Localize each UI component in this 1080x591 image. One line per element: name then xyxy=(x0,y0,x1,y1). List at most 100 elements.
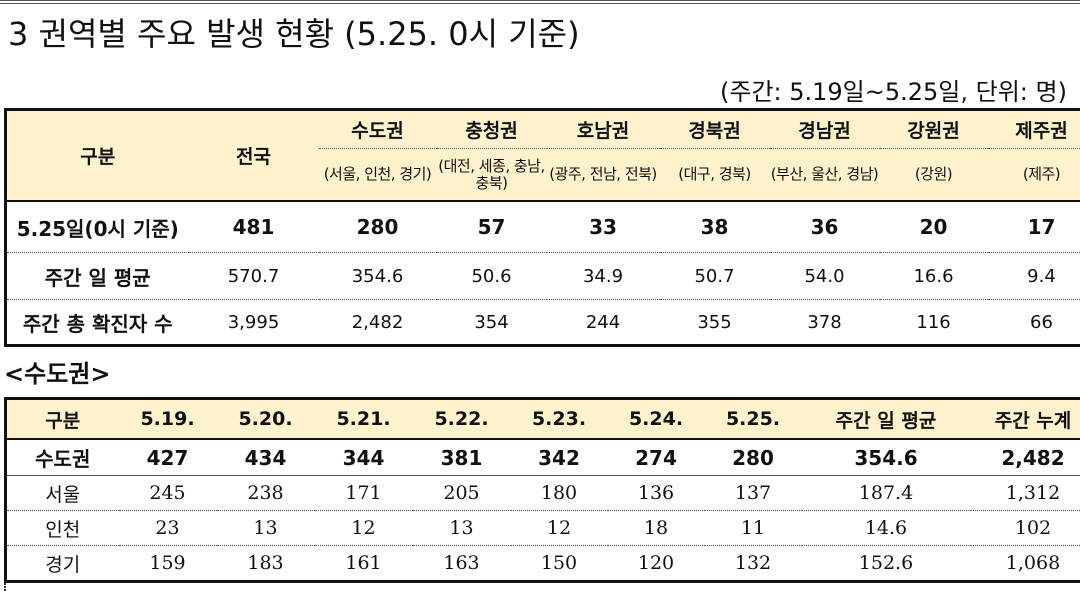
row-label: 서울 xyxy=(5,475,119,511)
top-border-line xyxy=(0,0,1080,4)
cell-value: 17 xyxy=(987,200,1080,253)
capital-section-title: <수도권> xyxy=(4,360,111,388)
row-label: 경기 xyxy=(45,553,81,576)
header-national: 전국 xyxy=(236,146,271,168)
header-region-sub: (부산, 울산, 경남) xyxy=(770,165,879,183)
unit-note: (주간: 5.19일~5.25일, 단위: 명) xyxy=(720,78,1067,106)
table-row-weekly-total: 주간 총 확진자 수 3,995 2,482 354 244 355 378 1… xyxy=(6,300,1080,346)
cell-value: 238 xyxy=(216,475,315,511)
column-header: 5.20. xyxy=(216,398,315,440)
cell-value: 434 xyxy=(216,439,315,476)
cell-value: 57 xyxy=(436,200,547,253)
capital-area-table: 구분 5.19. 5.20. 5.21. 5.22. 5.23. 5.24. 5… xyxy=(4,397,1080,583)
cell-value: 427 xyxy=(118,439,217,476)
cell-value: 38 xyxy=(659,200,770,253)
column-header: 5.22. xyxy=(412,398,511,440)
column-header: 5.25. xyxy=(704,398,802,440)
column-header: 주간 누계 xyxy=(970,398,1080,440)
cell-value: 18 xyxy=(607,510,705,546)
cell-value: 137 xyxy=(704,475,802,511)
cell-value: 54.0 xyxy=(769,252,880,300)
table-row-incheon: 인천 23 13 12 13 12 18 11 14.6 102 xyxy=(5,510,1080,546)
header-region-name: 충청권 xyxy=(436,109,547,149)
header-region-name: 경북권 xyxy=(659,109,770,149)
table-row-daily: 5.25일(0시 기준) 481 280 57 33 38 36 20 17 xyxy=(5,200,1080,253)
cell-value: 50.6 xyxy=(436,252,547,300)
cell-value: 381 xyxy=(412,439,511,476)
cell-value: 342 xyxy=(510,439,608,476)
cell-value: 12 xyxy=(510,510,608,546)
cell-value: 116 xyxy=(916,311,951,333)
cell-value: 245 xyxy=(118,475,217,511)
header-region-sub: (서울, 인천, 경기) xyxy=(323,165,432,183)
cell-value: 3,995 xyxy=(227,311,280,333)
cell-value: 344 xyxy=(314,439,413,476)
cell-value: 274 xyxy=(607,439,705,476)
header-row-region-names: 구분 전국 수도권 충청권 호남권 경북권 경남권 강원권 제주권 xyxy=(5,109,1080,168)
column-header: 구분 xyxy=(5,398,119,440)
cell-value: 171 xyxy=(314,475,413,511)
cell-value: 183 xyxy=(247,552,284,574)
table-row-weekly-avg: 주간 일 평균 570.7 354.6 50.6 34.9 50.7 54.0 … xyxy=(5,252,1080,300)
header-region-name: 강원권 xyxy=(879,109,988,149)
header-category: 구분 xyxy=(80,146,116,168)
cell-value: 481 xyxy=(188,200,319,253)
dotted-margin-mark xyxy=(4,583,8,591)
table-row-capital-total: 수도권 427 434 344 381 342 274 280 354.6 2,… xyxy=(5,439,1080,476)
cell-value: 13 xyxy=(216,510,315,546)
cell-value: 187.4 xyxy=(801,475,971,511)
cell-value: 11 xyxy=(704,510,802,546)
cell-value: 1,068 xyxy=(1005,552,1061,574)
cell-value: 132 xyxy=(734,552,772,574)
column-header: 5.19. xyxy=(118,398,217,440)
cell-value: 280 xyxy=(318,200,437,253)
cell-value: 378 xyxy=(807,311,842,333)
row-label: 주간 총 확진자 수 xyxy=(22,311,173,336)
column-header: 5.21. xyxy=(314,398,413,440)
cell-value: 159 xyxy=(149,552,186,574)
cell-value: 2,482 xyxy=(970,439,1080,476)
cell-value: 12 xyxy=(314,510,413,546)
cell-value: 354 xyxy=(474,311,509,333)
cell-value: 23 xyxy=(118,510,217,546)
section-title: 3 권역별 주요 발생 현황 (5.25. 0시 기준) xyxy=(8,15,580,53)
cell-value: 152.6 xyxy=(858,552,914,574)
capital-header-row: 구분 5.19. 5.20. 5.21. 5.22. 5.23. 5.24. 5… xyxy=(5,398,1080,440)
cell-value: 102 xyxy=(970,510,1080,546)
cell-value: 9.4 xyxy=(987,252,1080,300)
cell-value: 570.7 xyxy=(188,252,319,300)
header-region-name: 경남권 xyxy=(769,109,880,149)
cell-value: 244 xyxy=(585,311,621,333)
cell-value: 163 xyxy=(443,552,480,574)
header-region-sub: (제주) xyxy=(1022,165,1061,183)
header-region-sub: (대전, 세종, 충남, 충북) xyxy=(438,156,545,192)
cell-value: 150 xyxy=(540,552,578,574)
regional-summary-table: 구분 전국 수도권 충청권 호남권 경북권 경남권 강원권 제주권 (서울, 인… xyxy=(4,108,1080,347)
cell-value: 36 xyxy=(769,200,880,253)
cell-value: 14.6 xyxy=(801,510,971,546)
column-header: 5.24. xyxy=(607,398,705,440)
cell-value: 2,482 xyxy=(351,311,404,333)
cell-value: 13 xyxy=(412,510,511,546)
cell-value: 354.6 xyxy=(801,439,971,476)
row-label: 인천 xyxy=(5,510,119,546)
cell-value: 1,312 xyxy=(970,475,1080,511)
row-label: 주간 일 평균 xyxy=(5,252,189,300)
table-row-seoul: 서울 245 238 171 205 180 136 137 187.4 1,3… xyxy=(5,475,1080,511)
column-header: 주간 일 평균 xyxy=(801,398,971,440)
row-label: 5.25일(0시 기준) xyxy=(5,200,189,253)
header-region-sub: (광주, 전남, 전북) xyxy=(549,165,657,183)
cell-value: 355 xyxy=(697,311,732,333)
cell-value: 354.6 xyxy=(318,252,437,300)
cell-value: 34.9 xyxy=(546,252,660,300)
header-region-name: 제주권 xyxy=(987,109,1080,149)
cell-value: 280 xyxy=(704,439,802,476)
header-region-name: 수도권 xyxy=(318,109,437,149)
header-region-sub: (대구, 경북) xyxy=(678,165,751,183)
cell-value: 136 xyxy=(607,475,705,511)
cell-value: 16.6 xyxy=(879,252,988,300)
header-region-sub: (강원) xyxy=(914,165,953,183)
cell-value: 20 xyxy=(879,200,988,253)
column-header: 5.23. xyxy=(510,398,608,440)
cell-value: 120 xyxy=(637,552,675,574)
